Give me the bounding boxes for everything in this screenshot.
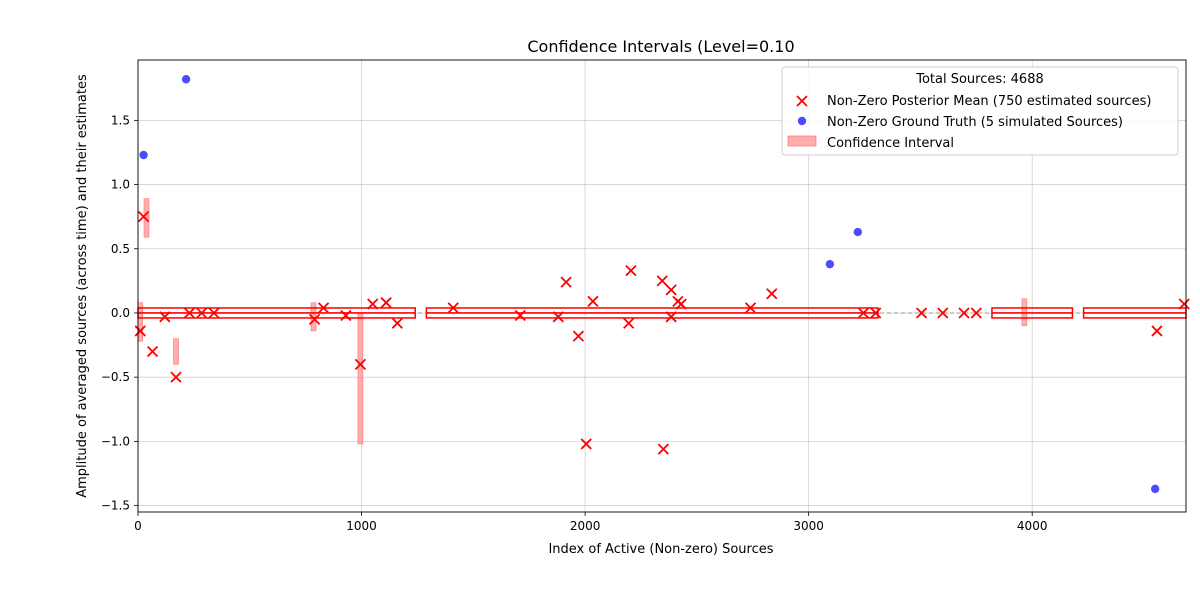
posterior-mean-marker <box>1151 325 1163 337</box>
confidence-interval-bar <box>173 338 179 365</box>
x-tick-label: 3000 <box>793 519 824 533</box>
posterior-mean-marker <box>587 295 599 308</box>
posterior-mean-marker <box>308 313 321 326</box>
posterior-mean-marker <box>146 345 159 358</box>
y-tick-label: −1.0 <box>101 434 130 448</box>
posterior-mean-marker <box>183 307 196 319</box>
posterior-mean-marker <box>354 358 367 370</box>
y-tick-label: 0.0 <box>111 306 130 320</box>
posterior-mean-marker <box>514 309 526 322</box>
posterior-mean-markers <box>134 211 1190 455</box>
posterior-mean-marker <box>572 330 585 342</box>
plot-frame <box>137 59 1187 513</box>
x-tick-label: 4000 <box>1017 519 1048 533</box>
posterior-mean-marker <box>391 317 403 329</box>
confidence-intervals <box>137 198 1028 445</box>
posterior-mean-marker <box>137 211 150 223</box>
posterior-mean-marker <box>625 264 637 277</box>
posterior-mean-marker <box>656 275 668 287</box>
legend-title: Total Sources: 4688 <box>915 72 1044 87</box>
axes: 0 1000 2000 3000 4000 −1.5 −1.0 −0.5 0.0 0.5 1.0 1.… <box>101 59 1187 533</box>
ground-truth-markers <box>139 75 1160 494</box>
posterior-mean-marker <box>1178 298 1190 310</box>
posterior-mean-marker <box>870 307 882 319</box>
legend-entry-interval: Confidence Interval <box>827 136 954 151</box>
y-tick-label: 1.5 <box>111 113 130 127</box>
ground-truth-marker <box>1150 484 1160 494</box>
posterior-mean-marker <box>317 302 330 314</box>
posterior-mean-marker <box>623 317 635 329</box>
posterior-mean-marker <box>560 276 572 288</box>
posterior-mean-marker <box>134 325 146 337</box>
posterior-mean-marker <box>766 288 778 300</box>
posterior-mean-marker <box>665 284 677 296</box>
posterior-mean-marker <box>580 438 592 450</box>
y-axis-label: Amplitude of averaged sources (across ti… <box>75 74 90 498</box>
confidence-interval-bar <box>357 312 364 445</box>
x-axis-label: Index of Active (Non-zero) Sources <box>548 542 773 557</box>
y-tick-label: 0.5 <box>111 242 130 256</box>
dense-estimate-bands <box>137 307 1187 319</box>
legend-x-marker <box>796 95 808 107</box>
chart-title: Confidence Intervals (Level=0.10 <box>527 37 794 56</box>
posterior-mean-marker <box>159 311 171 323</box>
posterior-mean-marker <box>915 307 928 319</box>
posterior-mean-marker <box>552 311 564 323</box>
legend: Total Sources: 4688 Non-Zero Posterior M… <box>781 66 1179 156</box>
legend-entry-posterior: Non-Zero Posterior Mean (750 estimated s… <box>827 94 1151 109</box>
posterior-mean-marker <box>196 307 208 319</box>
legend-dot-marker <box>797 116 807 126</box>
posterior-mean-marker <box>208 307 220 319</box>
legend-entry-ground-truth: Non-Zero Ground Truth (5 simulated Sourc… <box>827 115 1123 130</box>
posterior-mean-marker <box>665 311 677 323</box>
y-tick-label: 1.0 <box>111 178 130 192</box>
legend-box <box>781 66 1179 156</box>
posterior-mean-marker <box>970 307 982 319</box>
posterior-mean-marker <box>380 297 392 309</box>
posterior-mean-marker <box>170 371 182 383</box>
ground-truth-marker <box>853 227 863 237</box>
x-tick-label: 0 <box>134 519 142 533</box>
legend-interval-swatch <box>787 135 817 147</box>
posterior-mean-marker <box>857 307 870 319</box>
ground-truth-marker <box>181 75 191 84</box>
posterior-mean-marker <box>657 443 669 455</box>
posterior-mean-marker <box>447 302 459 314</box>
y-tick-label: −0.5 <box>101 370 130 384</box>
posterior-mean-marker <box>958 307 970 319</box>
ground-truth-marker <box>139 150 148 160</box>
y-tick-label: −1.5 <box>101 499 130 513</box>
ground-truth-marker <box>825 259 835 269</box>
posterior-mean-marker <box>367 298 379 310</box>
x-tick-label: 2000 <box>570 519 601 533</box>
posterior-mean-marker <box>937 307 949 319</box>
posterior-mean-marker <box>744 302 757 314</box>
x-tick-label: 1000 <box>346 519 377 533</box>
posterior-mean-marker <box>340 309 352 322</box>
posterior-mean-marker <box>672 295 684 308</box>
